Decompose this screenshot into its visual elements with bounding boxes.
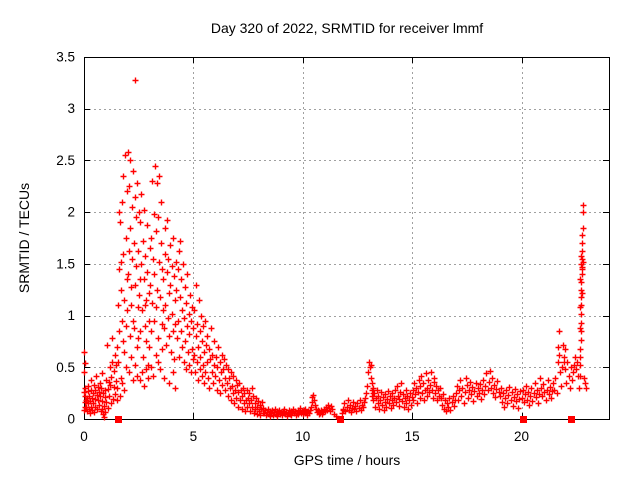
zero-flag-marker	[115, 416, 122, 423]
y-tick-label: 0	[67, 412, 75, 427]
y-tick-label: 0.5	[56, 360, 75, 375]
chart-title: Day 320 of 2022, SRMTID for receiver lmm…	[210, 20, 484, 36]
x-tick-label: 20	[514, 429, 529, 444]
y-tick-label: 2	[67, 205, 75, 220]
x-tick-label: 5	[190, 429, 198, 444]
zero-flag-marker	[337, 416, 344, 423]
x-axis-label: GPS time / hours	[293, 452, 401, 468]
scatter-points	[81, 77, 590, 421]
x-tick-label: 10	[295, 429, 310, 444]
zero-flag-marker	[520, 416, 527, 423]
y-tick-label: 3	[67, 101, 75, 116]
y-tick-label: 3.5	[56, 50, 75, 65]
zero-flag-marker	[568, 416, 575, 423]
y-tick-label: 1.5	[56, 256, 75, 271]
y-tick-label: 1	[67, 308, 75, 323]
x-tick-label: 15	[405, 429, 420, 444]
y-tick-label: 2.5	[56, 153, 75, 168]
x-tick-label: 0	[80, 429, 88, 444]
